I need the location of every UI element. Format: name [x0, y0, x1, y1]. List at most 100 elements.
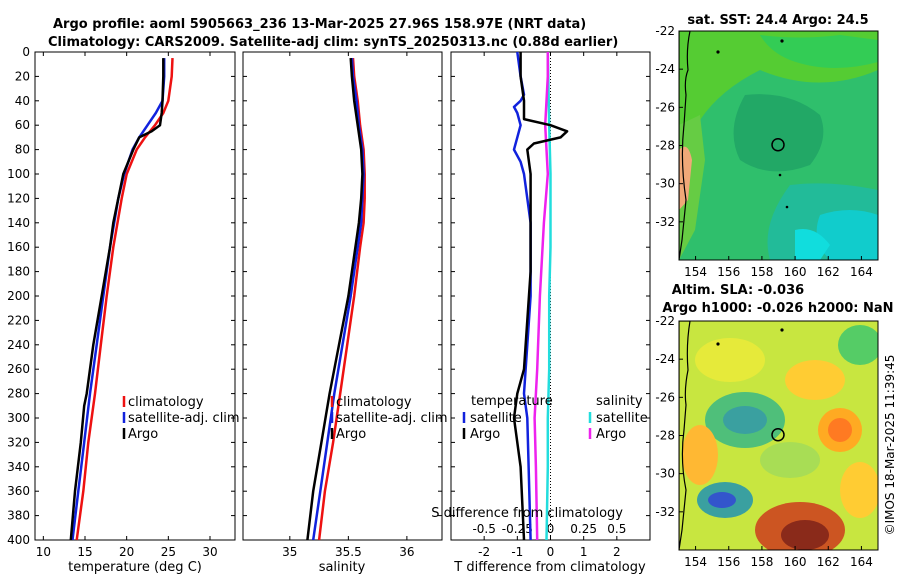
- argo-line: [306, 58, 364, 541]
- lon-tick-label: 162: [817, 265, 840, 279]
- temperature-legend: climatology satellite-adj. clim Argo: [122, 395, 240, 442]
- lon-tick-label: 160: [784, 265, 807, 279]
- x-tick-label: -2: [478, 545, 490, 559]
- legend-argo-label: Argo: [128, 427, 158, 442]
- lon-tick-label: 162: [817, 555, 840, 569]
- temperature-plot: 10 15 20 25 30: [36, 52, 218, 559]
- s-satellite-line: [545, 51, 552, 541]
- depth-tick-label: 40: [15, 94, 30, 108]
- lon-tick-label: 160: [784, 555, 807, 569]
- lon-tick-label: 158: [750, 265, 773, 279]
- lon-tick-label: 164: [850, 265, 873, 279]
- salinity-plot: 35 35.5 36: [282, 52, 415, 559]
- temperature-panel-frame: [34, 51, 236, 541]
- x-tick-label: 1: [580, 545, 588, 559]
- lat-tick-label: -30: [655, 177, 675, 191]
- depth-tick-label: 240: [7, 338, 30, 352]
- depth-tick-label: 60: [15, 118, 30, 132]
- depth-tick-label: 300: [7, 411, 30, 425]
- legend-t-satellite-label: satellite: [470, 411, 522, 426]
- lat-tick-label: -26: [655, 390, 675, 404]
- difference-legend: temperature satellite Argo salinity sate…: [462, 394, 648, 442]
- x-tick-label: 25: [161, 545, 176, 559]
- depth-tick-label: 0: [22, 45, 30, 59]
- figure-title-line2: Climatology: CARS2009. Satellite-adj cli…: [48, 35, 618, 50]
- salinity-legend: climatology satellite-adj. clim Argo: [330, 395, 448, 442]
- legend-t-argo-label: Argo: [470, 427, 500, 442]
- x-tick-label: 0: [547, 545, 555, 559]
- x-tick-label: -1: [511, 545, 523, 559]
- depth-tick-label: 180: [7, 265, 30, 279]
- lon-tick-label: 154: [684, 265, 707, 279]
- lon-tick-label: 156: [717, 555, 740, 569]
- argo-line: [69, 58, 165, 541]
- argo-position-marker: [771, 137, 785, 152]
- x-tick-label: 35: [282, 545, 297, 559]
- x2-tick-label: -0.5: [472, 522, 495, 536]
- depth-tick-label: 160: [7, 240, 30, 254]
- depth-tick-label: 340: [7, 460, 30, 474]
- climatology-line: [75, 58, 174, 541]
- depth-tick-label: 380: [7, 509, 30, 523]
- x-tick-label: 2: [613, 545, 621, 559]
- x-tick-label: 35.5: [335, 545, 362, 559]
- depth-tick-label: 200: [7, 289, 30, 303]
- depth-tick-label: 140: [7, 216, 30, 230]
- lat-tick-label: -28: [655, 429, 675, 443]
- legend-satellite-label: satellite-adj. clim: [336, 411, 448, 426]
- lat-tick-label: -24: [655, 352, 675, 366]
- legend-salinity-title: salinity: [596, 394, 643, 409]
- lon-tick-label: 154: [684, 555, 707, 569]
- depth-tick-label: 220: [7, 313, 30, 327]
- s-difference-xlabel: S difference from climatology: [431, 506, 623, 521]
- x2-tick-label: 0.5: [607, 522, 626, 536]
- lon-tick-label: 156: [717, 265, 740, 279]
- sla-map-title: Altim. SLA: -0.036: [672, 283, 804, 298]
- lon-tick-label: 164: [850, 555, 873, 569]
- t-difference-xlabel: T difference from climatology: [453, 560, 646, 575]
- lat-tick-label: -30: [655, 467, 675, 481]
- lon-tick-label: 158: [750, 555, 773, 569]
- s-argo-line: [533, 52, 550, 541]
- x-tick-label: 10: [36, 545, 51, 559]
- depth-tick-label: 80: [15, 143, 30, 157]
- depth-tick-label: 20: [15, 69, 30, 83]
- legend-s-argo-label: Argo: [596, 427, 626, 442]
- depth-tick-label: 280: [7, 387, 30, 401]
- legend-s-satellite-label: satellite: [596, 411, 648, 426]
- sst-map-axes: 154 156 158 160 162 164 -22 -24 -26 -28 -30 -32: [655, 24, 872, 279]
- x-tick-label: 15: [77, 545, 92, 559]
- argo-position-marker: [771, 427, 785, 442]
- depth-axis: 0 20 40 60 80 100 120 140 160 180 200 220 240 260 280 3…: [7, 45, 650, 547]
- sla-map-image: [679, 321, 878, 550]
- x2-tick-label: -0.25: [502, 522, 533, 536]
- sla-map-subtitle: Argo h1000: -0.026 h2000: NaN: [662, 301, 893, 316]
- salinity-xlabel: salinity: [319, 560, 366, 575]
- x-tick-label: 30: [202, 545, 217, 559]
- lat-tick-label: -22: [655, 314, 675, 328]
- t-argo-line: [512, 52, 569, 541]
- timestamp-stamp: ©IMOS 18-Mar-2025 11:39:45: [883, 355, 897, 536]
- legend-temperature-title: temperature: [471, 394, 553, 409]
- temperature-xlabel: temperature (deg C): [68, 560, 202, 575]
- depth-tick-label: 260: [7, 362, 30, 376]
- x-tick-label: 20: [119, 545, 134, 559]
- legend-climatology-label: climatology: [336, 395, 412, 410]
- depth-tick-label: 360: [7, 484, 30, 498]
- x2-tick-label: 0.25: [570, 522, 597, 536]
- legend-satellite-label: satellite-adj. clim: [128, 411, 240, 426]
- depth-tick-label: 320: [7, 435, 30, 449]
- depth-tick-label: 120: [7, 191, 30, 205]
- legend-argo-label: Argo: [336, 427, 366, 442]
- lat-tick-label: -32: [655, 505, 675, 519]
- legend-climatology-label: climatology: [128, 395, 204, 410]
- lat-tick-label: -22: [655, 24, 675, 38]
- figure-title-line1: Argo profile: aoml 5905663_236 13-Mar-20…: [53, 17, 586, 32]
- lat-tick-label: -26: [655, 100, 675, 114]
- lat-tick-label: -28: [655, 139, 675, 153]
- sst-map-title: sat. SST: 24.4 Argo: 24.5: [687, 13, 868, 28]
- lat-tick-label: -32: [655, 215, 675, 229]
- lat-tick-label: -24: [655, 62, 675, 76]
